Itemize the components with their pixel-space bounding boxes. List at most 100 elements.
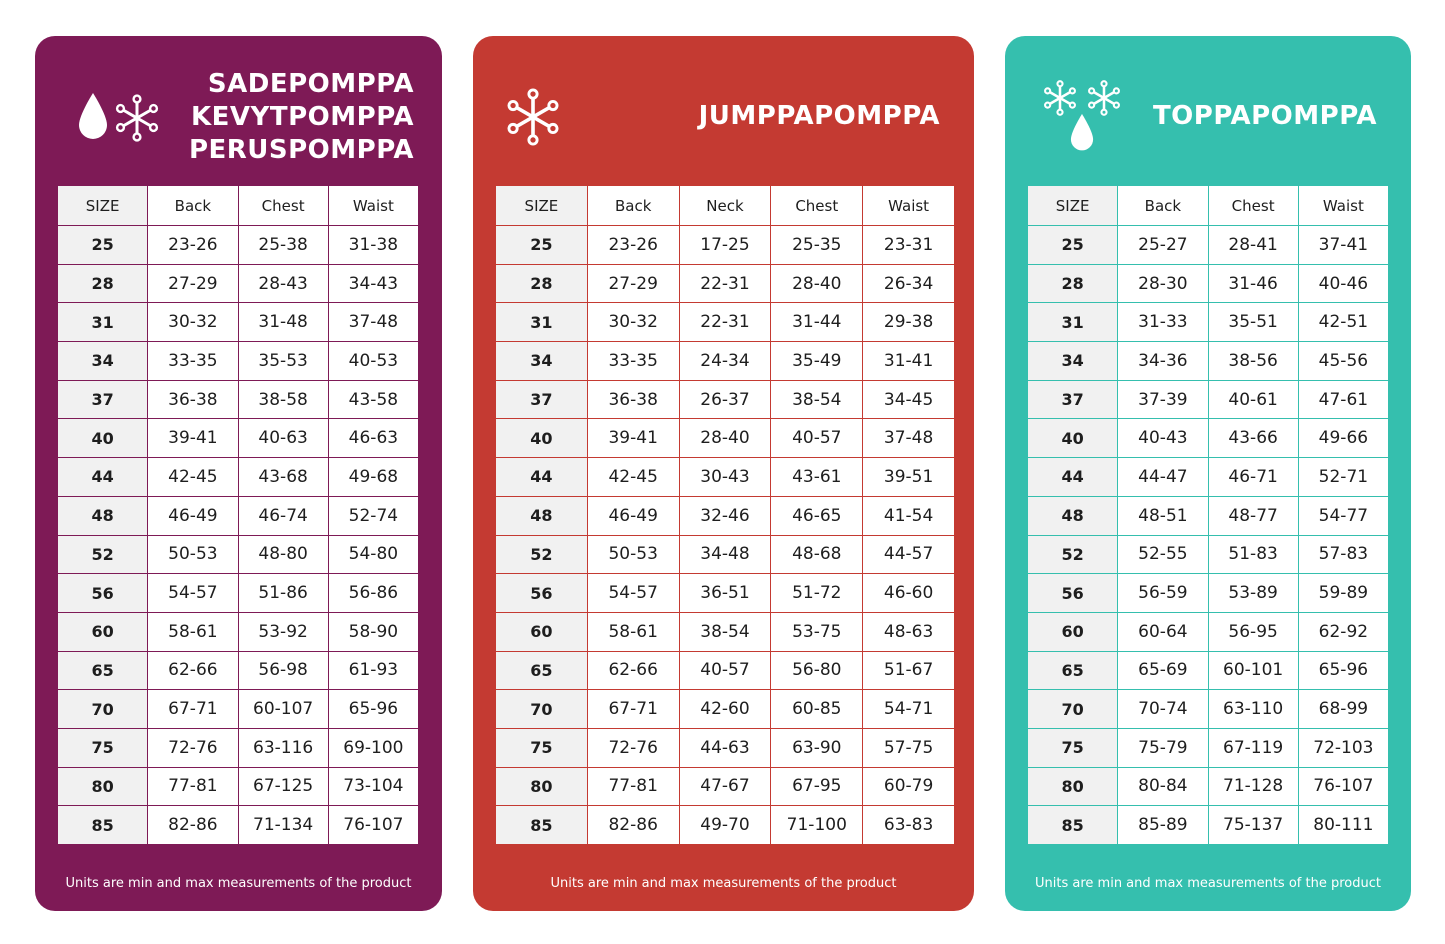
measurement-cell: 68-99: [1297, 689, 1390, 729]
measurement-cell: 54-80: [327, 534, 420, 575]
measurement-cell: 44-63: [678, 727, 772, 768]
measurement-cell: 73-104: [327, 766, 420, 807]
measurement-cell: 40-57: [770, 418, 864, 459]
table-row: 34 33-35 35-53 40-53: [56, 341, 420, 381]
raindrop-icon: [1069, 114, 1095, 152]
table-row: 52 52-55 51-83 57-83: [1026, 534, 1390, 575]
measurement-cell: 46-74: [237, 495, 329, 536]
size-cell: 34: [495, 341, 588, 381]
column-header: Waist: [862, 185, 955, 226]
size-cell: 52: [56, 534, 149, 575]
size-card-jumppapomppa: JUMPPAPOMPPA SIZE Back Neck Chest Waist 25 23-…: [473, 36, 974, 911]
table-row: 80 80-84 71-128 76-107: [1026, 766, 1390, 807]
measurement-cell: 31-46: [1207, 263, 1299, 304]
column-header: Neck: [678, 185, 772, 226]
measurement-cell: 65-96: [1297, 650, 1390, 691]
snowflake-icon: [504, 88, 562, 146]
size-cell: 48: [495, 495, 588, 536]
measurement-cell: 38-54: [678, 611, 772, 652]
measurement-cell: 62-92: [1297, 611, 1390, 652]
size-cell: 31: [56, 302, 149, 343]
measurement-cell: 71-134: [237, 805, 329, 845]
table-row: 40 40-43 43-66 49-66: [1026, 418, 1390, 459]
measurement-cell: 34-43: [327, 263, 420, 304]
measurement-cell: 31-44: [770, 302, 864, 343]
size-cell: 65: [495, 650, 588, 691]
measurement-cell: 31-33: [1117, 302, 1209, 343]
measurement-cell: 28-40: [770, 263, 864, 304]
measurement-cell: 40-46: [1297, 263, 1390, 304]
measurement-cell: 49-68: [327, 457, 420, 497]
measurement-cell: 54-77: [1297, 495, 1390, 536]
measurement-cell: 46-65: [770, 495, 864, 536]
table-row: 37 36-38 38-58 43-58: [56, 379, 420, 420]
measurement-cell: 31-38: [327, 225, 420, 265]
measurement-cell: 34-48: [678, 534, 772, 575]
size-cell: 28: [1026, 263, 1119, 304]
table-row: 65 65-69 60-101 65-96: [1026, 650, 1390, 691]
table-row: 31 30-32 31-48 37-48: [56, 302, 420, 343]
table-header-row: SIZE Back Chest Waist: [1026, 185, 1390, 226]
measurement-cell: 42-45: [147, 457, 239, 497]
title-line: KEVYTPOMPPA: [191, 102, 414, 132]
size-cell: 52: [495, 534, 588, 575]
measurement-cell: 26-37: [678, 379, 772, 420]
measurement-cell: 63-116: [237, 727, 329, 768]
table-row: 65 62-66 56-98 61-93: [56, 650, 420, 691]
measurement-cell: 28-40: [678, 418, 772, 459]
table-row: 37 36-38 26-37 38-54 34-45: [495, 379, 955, 420]
measurement-cell: 38-58: [237, 379, 329, 420]
measurement-cell: 35-51: [1207, 302, 1299, 343]
size-cell: 85: [56, 805, 149, 845]
measurement-cell: 46-63: [327, 418, 420, 459]
table-row: 25 25-27 28-41 37-41: [1026, 225, 1390, 265]
size-cell: 80: [1026, 766, 1119, 807]
measurement-cell: 51-86: [237, 573, 329, 613]
measurement-cell: 32-46: [678, 495, 772, 536]
size-cell: 60: [56, 611, 149, 652]
measurement-cell: 82-86: [147, 805, 239, 845]
snowflake-icon: [113, 94, 161, 142]
table-row: 25 23-26 25-38 31-38: [56, 225, 420, 265]
size-cell: 60: [1026, 611, 1119, 652]
measurement-cell: 33-35: [586, 341, 680, 381]
measurement-cell: 71-100: [770, 805, 864, 845]
measurement-cell: 27-29: [147, 263, 239, 304]
table-row: 48 46-49 46-74 52-74: [56, 495, 420, 536]
size-cell: 28: [56, 263, 149, 304]
measurement-cell: 51-72: [770, 573, 864, 613]
size-cell: 31: [1026, 302, 1119, 343]
size-cell: 25: [495, 225, 588, 265]
measurement-cell: 47-67: [678, 766, 772, 807]
units-note: Units are min and max measurements of th…: [65, 876, 412, 891]
measurement-cell: 42-51: [1297, 302, 1390, 343]
table-row: 52 50-53 34-48 48-68 44-57: [495, 534, 955, 575]
table-row: 80 77-81 47-67 67-95 60-79: [495, 766, 955, 807]
measurement-cell: 61-93: [327, 650, 420, 691]
measurement-cell: 44-57: [862, 534, 955, 575]
table-row: 56 56-59 53-89 59-89: [1026, 573, 1390, 613]
size-cell: 44: [495, 457, 588, 497]
measurement-cell: 24-34: [678, 341, 772, 381]
size-cell: 40: [1026, 418, 1119, 459]
size-cell: 44: [56, 457, 149, 497]
size-cell: 37: [495, 379, 588, 420]
measurement-cell: 56-86: [327, 573, 420, 613]
measurement-cell: 34-36: [1117, 341, 1209, 381]
size-card-sadepomppa: SADEPOMPPA KEVYTPOMPPA PERUSPOMPPA SIZE B…: [35, 36, 442, 911]
size-table: SIZE Back Neck Chest Waist 25 23-26 17-25 25-35 2…: [495, 185, 955, 845]
measurement-cell: 76-107: [1297, 766, 1390, 807]
measurement-cell: 44-47: [1117, 457, 1209, 497]
size-cell: 48: [56, 495, 149, 536]
measurement-cell: 58-61: [586, 611, 680, 652]
size-cell: 25: [56, 225, 149, 265]
measurement-cell: 33-35: [147, 341, 239, 381]
table-row: 40 39-41 28-40 40-57 37-48: [495, 418, 955, 459]
measurement-cell: 52-71: [1297, 457, 1390, 497]
measurement-cell: 60-107: [237, 689, 329, 729]
measurement-cell: 30-43: [678, 457, 772, 497]
measurement-cell: 48-51: [1117, 495, 1209, 536]
column-header: Back: [586, 185, 680, 226]
table-row: 48 48-51 48-77 54-77: [1026, 495, 1390, 536]
measurement-cell: 30-32: [586, 302, 680, 343]
